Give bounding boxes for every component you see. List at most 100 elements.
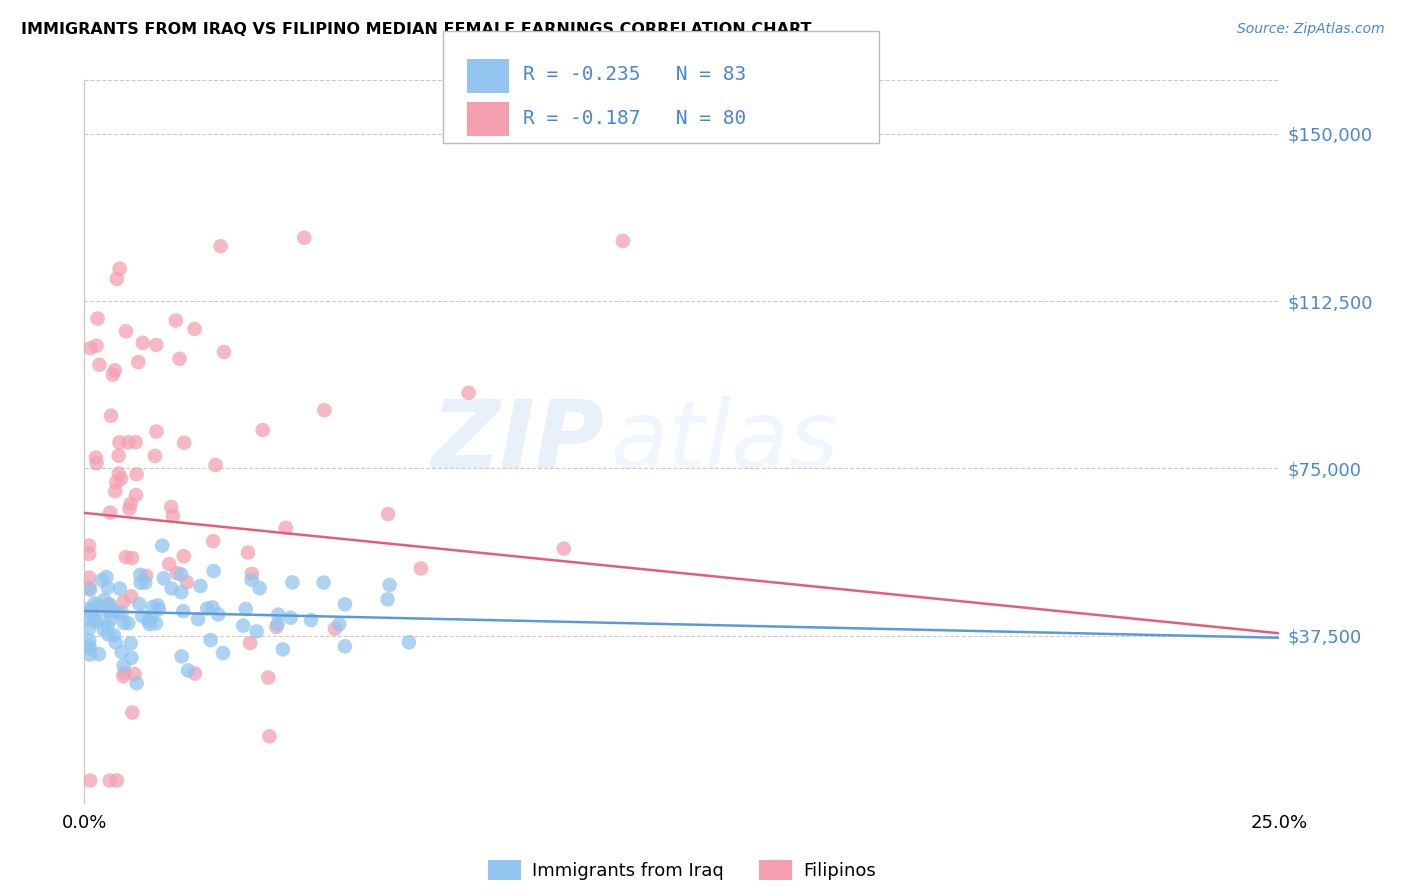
Point bbox=[145, 338, 167, 352]
Point bbox=[143, 449, 166, 463]
Point bbox=[312, 575, 335, 590]
Point bbox=[83, 603, 105, 617]
Point bbox=[120, 497, 142, 511]
Point bbox=[77, 622, 100, 636]
Point bbox=[184, 666, 207, 681]
Point bbox=[236, 545, 259, 559]
Point bbox=[274, 521, 297, 535]
Point bbox=[121, 706, 143, 720]
Point bbox=[87, 647, 110, 661]
Point bbox=[190, 579, 212, 593]
Point bbox=[112, 595, 135, 609]
Point bbox=[101, 368, 124, 382]
Point bbox=[125, 676, 148, 690]
Point bbox=[111, 645, 134, 659]
Point bbox=[280, 611, 302, 625]
Point bbox=[120, 636, 142, 650]
Point bbox=[93, 623, 115, 637]
Point bbox=[240, 566, 263, 581]
Point bbox=[79, 773, 101, 788]
Point bbox=[239, 636, 262, 650]
Point bbox=[145, 425, 167, 439]
Point bbox=[333, 640, 356, 654]
Point bbox=[134, 575, 156, 590]
Point bbox=[104, 605, 127, 619]
Point bbox=[103, 628, 125, 642]
Point bbox=[328, 617, 350, 632]
Point bbox=[266, 620, 288, 634]
Point bbox=[160, 500, 183, 514]
Point bbox=[84, 450, 107, 465]
Point bbox=[77, 547, 100, 561]
Point bbox=[131, 609, 153, 624]
Text: Source: ZipAtlas.com: Source: ZipAtlas.com bbox=[1237, 22, 1385, 37]
Point bbox=[83, 612, 105, 626]
Point bbox=[105, 475, 128, 490]
Point bbox=[107, 467, 129, 481]
Point bbox=[170, 567, 193, 582]
Point bbox=[114, 550, 136, 565]
Point bbox=[201, 600, 224, 615]
Point bbox=[86, 615, 108, 629]
Point bbox=[157, 557, 180, 571]
Point bbox=[97, 581, 120, 595]
Point bbox=[108, 582, 131, 596]
Point bbox=[457, 385, 479, 400]
Point bbox=[377, 592, 399, 607]
Point bbox=[129, 575, 152, 590]
Point bbox=[235, 602, 257, 616]
Point bbox=[100, 409, 122, 423]
Point bbox=[112, 615, 135, 630]
Text: ZIP: ZIP bbox=[432, 395, 605, 488]
Point bbox=[98, 598, 121, 612]
Point bbox=[377, 507, 399, 521]
Point bbox=[79, 582, 101, 597]
Point bbox=[323, 622, 346, 636]
Point bbox=[204, 458, 226, 472]
Point bbox=[259, 729, 281, 743]
Point bbox=[132, 335, 155, 350]
Text: atlas: atlas bbox=[610, 396, 838, 487]
Point bbox=[100, 613, 122, 627]
Point bbox=[98, 773, 121, 788]
Point bbox=[97, 598, 120, 612]
Point bbox=[177, 664, 200, 678]
Point bbox=[79, 341, 101, 355]
Point bbox=[200, 633, 222, 648]
Point bbox=[115, 324, 138, 338]
Point bbox=[333, 597, 356, 611]
Point bbox=[125, 488, 148, 502]
Point bbox=[77, 633, 100, 648]
Point bbox=[299, 613, 322, 627]
Text: R = -0.187   N = 80: R = -0.187 N = 80 bbox=[523, 109, 747, 128]
Point bbox=[79, 601, 101, 615]
Point bbox=[176, 575, 198, 590]
Point bbox=[105, 773, 128, 788]
Text: IMMIGRANTS FROM IRAQ VS FILIPINO MEDIAN FEMALE EARNINGS CORRELATION CHART: IMMIGRANTS FROM IRAQ VS FILIPINO MEDIAN … bbox=[21, 22, 811, 37]
Point bbox=[80, 604, 103, 618]
Point bbox=[83, 596, 105, 610]
Point bbox=[97, 627, 120, 641]
Point bbox=[107, 606, 129, 620]
Point bbox=[118, 501, 141, 516]
Point bbox=[173, 549, 195, 564]
Point bbox=[249, 581, 271, 595]
Point bbox=[79, 648, 101, 662]
Point bbox=[232, 618, 254, 632]
Point bbox=[104, 484, 127, 499]
Point bbox=[89, 358, 111, 372]
Point bbox=[77, 612, 100, 626]
Point bbox=[124, 667, 146, 681]
Point bbox=[166, 566, 188, 581]
Point bbox=[170, 649, 193, 664]
Point bbox=[553, 541, 575, 556]
Point bbox=[266, 617, 288, 632]
Point bbox=[77, 639, 100, 653]
Point bbox=[165, 313, 187, 327]
Point bbox=[104, 635, 127, 649]
Legend: Immigrants from Iraq, Filipinos: Immigrants from Iraq, Filipinos bbox=[481, 853, 883, 888]
Point bbox=[121, 650, 143, 665]
Point bbox=[271, 642, 294, 657]
Point bbox=[212, 345, 235, 359]
Point bbox=[86, 311, 108, 326]
